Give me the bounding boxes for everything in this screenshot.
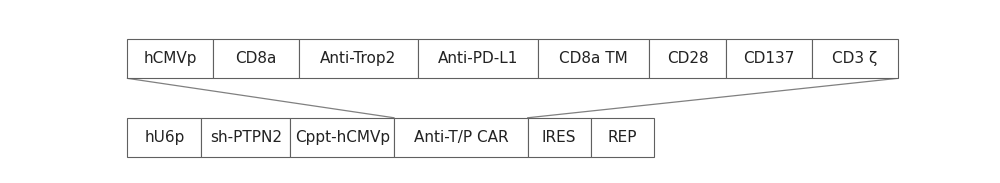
Text: CD137: CD137 <box>744 51 795 66</box>
Text: Cppt-hCMVp: Cppt-hCMVp <box>295 130 390 145</box>
Text: CD28: CD28 <box>667 51 709 66</box>
Text: REP: REP <box>607 130 637 145</box>
Bar <box>812 39 898 78</box>
Text: CD8a: CD8a <box>235 51 276 66</box>
Bar <box>528 118 591 157</box>
Bar <box>591 118 654 157</box>
Bar <box>418 39 538 78</box>
Bar <box>127 39 213 78</box>
Text: Anti-Trop2: Anti-Trop2 <box>320 51 397 66</box>
Bar <box>649 39 726 78</box>
Text: sh-PTPN2: sh-PTPN2 <box>210 130 282 145</box>
Bar <box>394 118 528 157</box>
Bar <box>538 39 649 78</box>
Text: CD3 ζ: CD3 ζ <box>832 51 878 66</box>
Bar <box>201 118 290 157</box>
Text: CD8a TM: CD8a TM <box>559 51 628 66</box>
Bar <box>726 39 812 78</box>
Text: Anti-PD-L1: Anti-PD-L1 <box>438 51 518 66</box>
Text: hU6p: hU6p <box>144 130 185 145</box>
Bar <box>299 39 418 78</box>
Text: IRES: IRES <box>542 130 576 145</box>
Text: hCMVp: hCMVp <box>143 51 197 66</box>
Bar <box>213 39 299 78</box>
Text: Anti-T/P CAR: Anti-T/P CAR <box>414 130 508 145</box>
Bar <box>290 118 394 157</box>
Bar <box>127 118 201 157</box>
